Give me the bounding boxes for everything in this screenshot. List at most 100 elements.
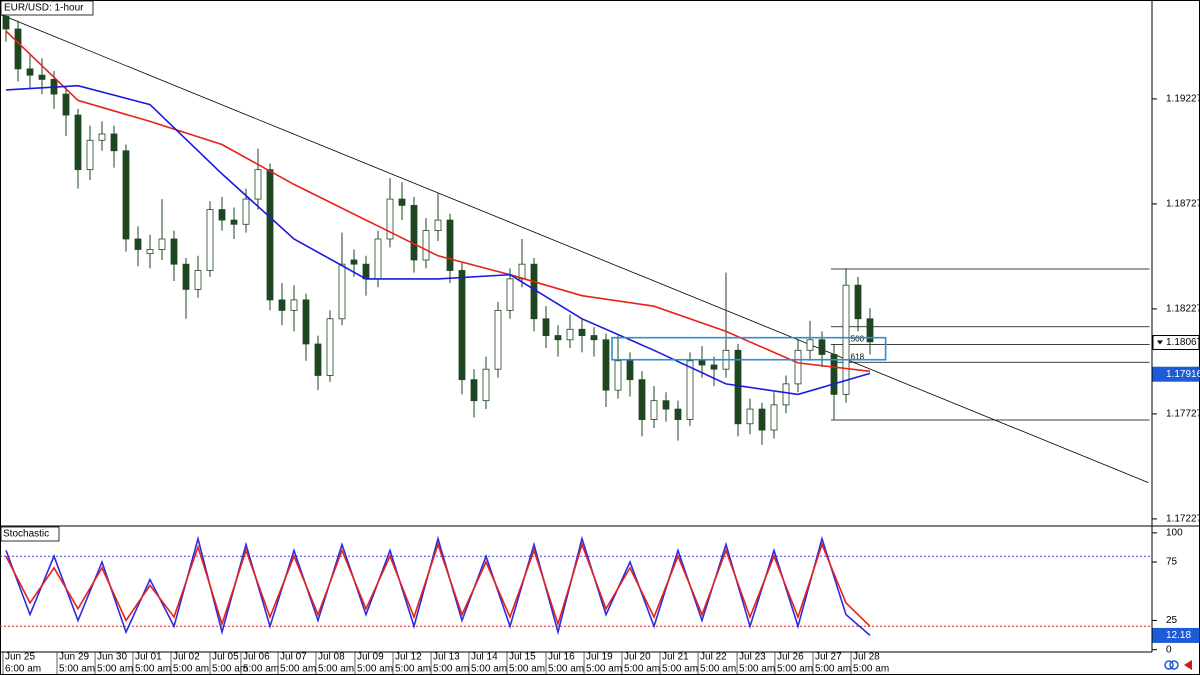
candle-body xyxy=(746,408,754,425)
candle-body xyxy=(38,74,46,80)
x-tick-time: 5:00 am xyxy=(509,664,545,675)
candle-body xyxy=(650,400,658,420)
candle-body xyxy=(326,318,334,376)
x-tick-label: Jul 19 xyxy=(586,652,613,663)
x-tick-time: 5:00 am xyxy=(700,664,736,675)
candle-body xyxy=(26,68,34,76)
candle-body xyxy=(278,299,286,311)
fib-label: 0.618 xyxy=(844,352,865,361)
chart-title: EUR/USD: 1-hour xyxy=(4,3,84,14)
trendline xyxy=(0,13,1149,483)
panel xyxy=(0,535,1152,637)
x-tick-time: 5:00 am xyxy=(777,664,813,675)
candle-body xyxy=(134,238,142,250)
price-marker xyxy=(1157,340,1163,345)
candle-body xyxy=(374,238,382,280)
x-tick-label: Jun 29 xyxy=(59,652,89,663)
y-tick-label: 100 xyxy=(1166,527,1183,538)
x-tick-label: Jul 01 xyxy=(135,652,162,663)
indicator-line xyxy=(5,541,871,627)
candle-body xyxy=(830,354,838,395)
x-tick-time: 5:00 am xyxy=(135,664,171,675)
price-label-box xyxy=(1152,627,1200,643)
candle-body xyxy=(578,328,586,336)
price-label: 12.18 xyxy=(1166,630,1191,641)
candle-body xyxy=(626,360,634,381)
candle-body xyxy=(662,400,670,410)
x-tick-label: Jun 25 xyxy=(5,652,35,663)
candle-body xyxy=(866,318,874,343)
x-tick-label: Jul 22 xyxy=(700,652,727,663)
candle-body xyxy=(350,259,358,265)
y-tick-label: 1.17227 xyxy=(1166,514,1200,525)
indicator-line xyxy=(5,30,871,373)
candle-body xyxy=(602,339,610,391)
candle-body xyxy=(254,169,262,200)
y-tick-label: 1.19227 xyxy=(1166,94,1200,105)
indicator-line xyxy=(5,535,871,637)
x-tick-time: 5:00 am xyxy=(59,664,95,675)
candle-body xyxy=(794,349,802,385)
icon[interactable] xyxy=(1184,660,1192,670)
candle-body xyxy=(146,249,154,255)
candle-body xyxy=(494,309,502,370)
candle-body xyxy=(782,383,790,406)
candle-body xyxy=(554,335,562,341)
x-tick-time: 5:00 am xyxy=(548,664,584,675)
price-label: 1.17916 xyxy=(1166,369,1200,380)
candle-body xyxy=(194,270,202,290)
candle-body xyxy=(218,209,226,221)
x-tick-label: Jul 13 xyxy=(433,652,460,663)
x-tick-time: 5:00 am xyxy=(624,664,660,675)
candle-body xyxy=(590,335,598,341)
price-label-box xyxy=(1152,366,1200,382)
candle-body xyxy=(674,408,682,420)
candle-body xyxy=(698,360,706,366)
candle-body xyxy=(98,133,106,141)
candle-body xyxy=(710,364,718,370)
candle-body xyxy=(686,360,694,420)
x-tick-label: Jun 30 xyxy=(97,652,127,663)
icon[interactable] xyxy=(1164,660,1174,670)
panel-title: Stochastic xyxy=(3,529,49,540)
candle-body xyxy=(422,230,430,261)
x-tick-label: Jul 09 xyxy=(357,652,384,663)
candle-body xyxy=(770,404,778,431)
candle-body xyxy=(818,339,826,355)
x-tick-label: Jul 02 xyxy=(173,652,200,663)
x-tick-label: Jul 27 xyxy=(815,652,842,663)
candle-body xyxy=(182,263,190,290)
y-tick-label: 1.17727 xyxy=(1166,409,1200,420)
candle-body xyxy=(470,379,478,402)
candle-body xyxy=(14,28,22,70)
x-tick-label: Jul 15 xyxy=(509,652,536,663)
x-tick-label: Jul 08 xyxy=(318,652,345,663)
candle-body xyxy=(458,270,466,381)
y-tick-label: 1.18727 xyxy=(1166,199,1200,210)
title-box xyxy=(0,0,94,16)
candle-body xyxy=(230,219,238,225)
candle-body xyxy=(290,299,298,311)
candle-body xyxy=(62,93,70,116)
candle-body xyxy=(518,263,526,280)
x-tick-time: 6:00 am xyxy=(5,664,41,675)
candle-body xyxy=(758,408,766,431)
candle-body xyxy=(158,238,166,250)
x-tick-label: Jul 26 xyxy=(777,652,804,663)
icon[interactable] xyxy=(1169,660,1179,670)
x-tick-time: 5:00 am xyxy=(471,664,507,675)
candle-body xyxy=(338,263,346,320)
candle-body xyxy=(842,284,850,395)
x-tick-time: 5:00 am xyxy=(243,664,279,675)
candle-body xyxy=(242,198,250,225)
x-tick-label: Jul 21 xyxy=(662,652,689,663)
x-tick-label: Jul 20 xyxy=(624,652,651,663)
x-tick-time: 5:00 am xyxy=(433,664,469,675)
candle-body xyxy=(302,299,310,345)
candle-body xyxy=(386,198,394,240)
candle-body xyxy=(398,198,406,206)
candle-body xyxy=(314,343,322,376)
y-tick-label: 25 xyxy=(1166,615,1178,626)
candle-body xyxy=(410,204,418,261)
